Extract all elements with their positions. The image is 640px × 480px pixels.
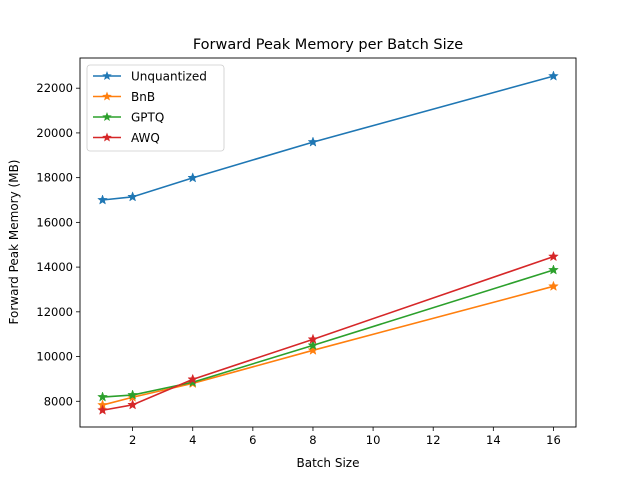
data-point [187, 373, 199, 384]
legend-marker [102, 132, 112, 142]
data-point [548, 250, 559, 262]
y-tick-label: 22000 [36, 81, 73, 95]
data-point [307, 136, 319, 147]
data-point [548, 280, 559, 291]
legend-label: GPTQ [131, 111, 164, 125]
data-point [548, 264, 559, 275]
series-unquantized [97, 70, 559, 205]
chart-title: Forward Peak Memory per Batch Size [193, 37, 463, 53]
y-axis-label: Forward Peak Memory (MB) [7, 160, 21, 325]
legend-label: BnB [131, 90, 155, 104]
data-point [127, 191, 139, 202]
x-tick-label: 14 [486, 433, 501, 447]
data-point [187, 172, 199, 183]
legend-marker [102, 91, 112, 101]
data-point [548, 70, 559, 81]
y-tick-label: 12000 [36, 305, 73, 319]
x-axis-label: Batch Size [297, 456, 360, 470]
x-tick-label: 6 [249, 433, 256, 447]
data-point [97, 404, 108, 415]
data-point [307, 333, 319, 344]
x-tick-label: 12 [426, 433, 441, 447]
legend-frame [86, 64, 225, 152]
data-point [127, 399, 139, 410]
legend-label: AWQ [131, 131, 160, 145]
data-point [97, 194, 108, 205]
x-tick-label: 2 [129, 433, 136, 447]
data-point [307, 339, 319, 350]
y-tick-label: 16000 [36, 215, 73, 229]
data-point [307, 344, 319, 355]
x-tick-label: 4 [189, 433, 196, 447]
data-point [97, 391, 108, 402]
y-tick-label: 10000 [36, 350, 73, 364]
x-tick-label: 16 [546, 433, 561, 447]
legend-marker [102, 71, 112, 81]
data-point [127, 389, 139, 400]
legend-label: Unquantized [131, 70, 207, 84]
series-awq [97, 250, 559, 415]
plot-frame [79, 57, 577, 428]
series-gptq [97, 264, 559, 402]
x-tick-label: 10 [366, 433, 381, 447]
y-tick-label: 20000 [36, 126, 73, 140]
y-tick-label: 18000 [36, 171, 73, 185]
legend-marker [102, 112, 112, 122]
x-tick-label: 8 [309, 433, 316, 447]
legend: Unquantized BnB GPTQ AWQ [86, 64, 225, 152]
y-tick-label: 8000 [44, 394, 73, 408]
y-tick-label: 14000 [36, 260, 73, 274]
